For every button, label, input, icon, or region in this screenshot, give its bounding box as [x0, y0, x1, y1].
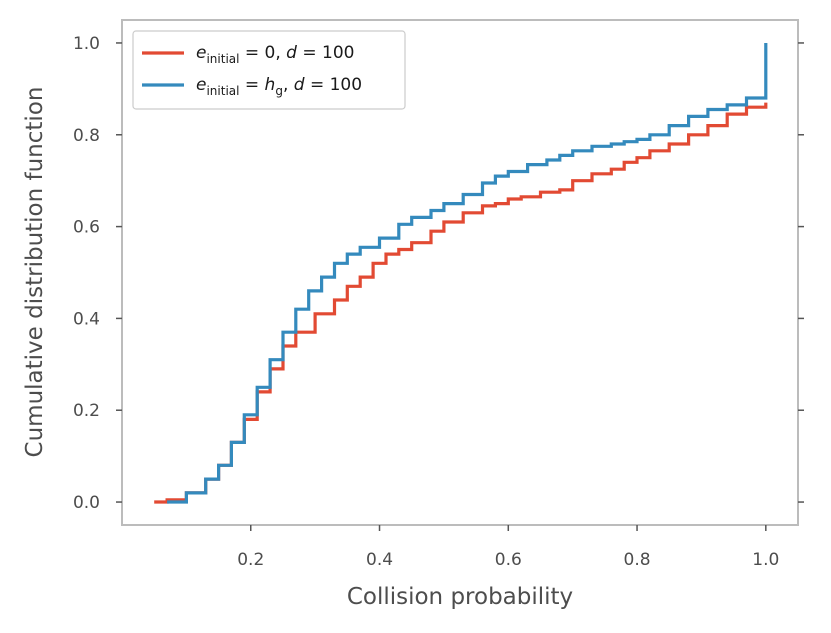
legend: einitial = 0, d = 100 einitial = hg, d = …: [132, 30, 406, 110]
legend-entry-1: einitial = 0, d = 100: [196, 43, 354, 66]
series-line-1: [154, 102, 768, 504]
legend-box: [132, 30, 406, 110]
y-tick-label: 0.8: [73, 126, 100, 146]
y-axis-label: Cumulative distribution function: [22, 87, 48, 458]
y-tick-label: 0.6: [73, 218, 100, 238]
legend-entry-2: einitial = hg, d = 100: [196, 75, 362, 98]
y-tick-label: 1.0: [73, 34, 100, 54]
x-tick-label: 0.8: [624, 550, 651, 570]
series-line-2: [167, 43, 768, 504]
x-tick-label: 0.2: [237, 550, 264, 570]
x-tick-label: 0.4: [366, 550, 393, 570]
x-axis-label: Collision probability: [347, 584, 573, 610]
y-tick-label: 0.0: [73, 493, 100, 513]
y-tick-label: 0.4: [73, 309, 100, 329]
series-lines: [154, 43, 768, 504]
axis-ticks: 0.2 0.4 0.6 0.8 1.0 0.0 0.2 0.4 0.6 0.8 1.0: [73, 34, 804, 570]
x-tick-label: 1.0: [752, 550, 779, 570]
x-tick-label: 0.6: [495, 550, 522, 570]
y-tick-label: 0.2: [73, 401, 100, 421]
